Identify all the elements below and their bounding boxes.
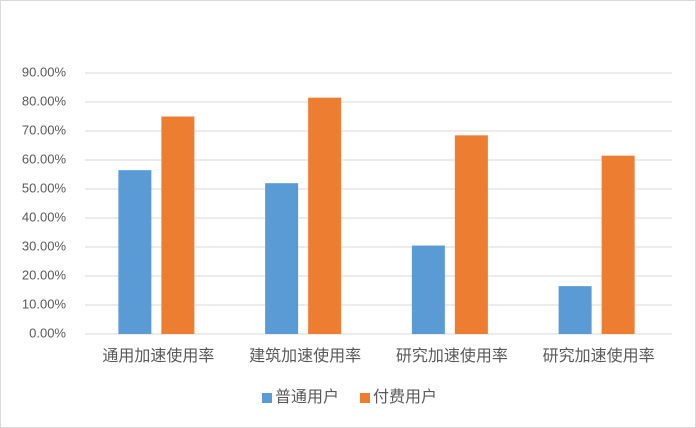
y-tick-label: 80.00% (22, 93, 67, 108)
x-tick-label: 研究加速使用率 (543, 347, 655, 365)
bar (411, 245, 445, 334)
y-tick-label: 70.00% (22, 122, 67, 137)
legend-label: 普通用户 (275, 388, 339, 406)
y-tick-label: 60.00% (22, 151, 67, 166)
bar (454, 135, 488, 334)
bar (118, 170, 152, 334)
x-tick-label: 通用加速使用率 (102, 347, 214, 365)
y-tick-label: 40.00% (22, 209, 67, 224)
y-tick-label: 30.00% (22, 238, 67, 253)
bar (265, 183, 299, 334)
y-tick-label: 10.00% (22, 296, 67, 311)
legend-label: 付费用户 (373, 388, 437, 406)
bar (558, 286, 592, 334)
legend-swatch (360, 393, 370, 403)
y-tick-label: 50.00% (22, 180, 67, 195)
bar (161, 116, 195, 334)
x-tick-label: 研究加速使用率 (396, 347, 508, 365)
y-tick-label: 20.00% (22, 267, 67, 282)
bar (308, 97, 342, 335)
x-tick-label: 建筑加速使用率 (249, 347, 361, 365)
y-tick-label: 0.00% (29, 325, 66, 340)
legend-swatch (262, 393, 272, 403)
bar (601, 155, 635, 334)
y-tick-label: 90.00% (22, 64, 67, 79)
